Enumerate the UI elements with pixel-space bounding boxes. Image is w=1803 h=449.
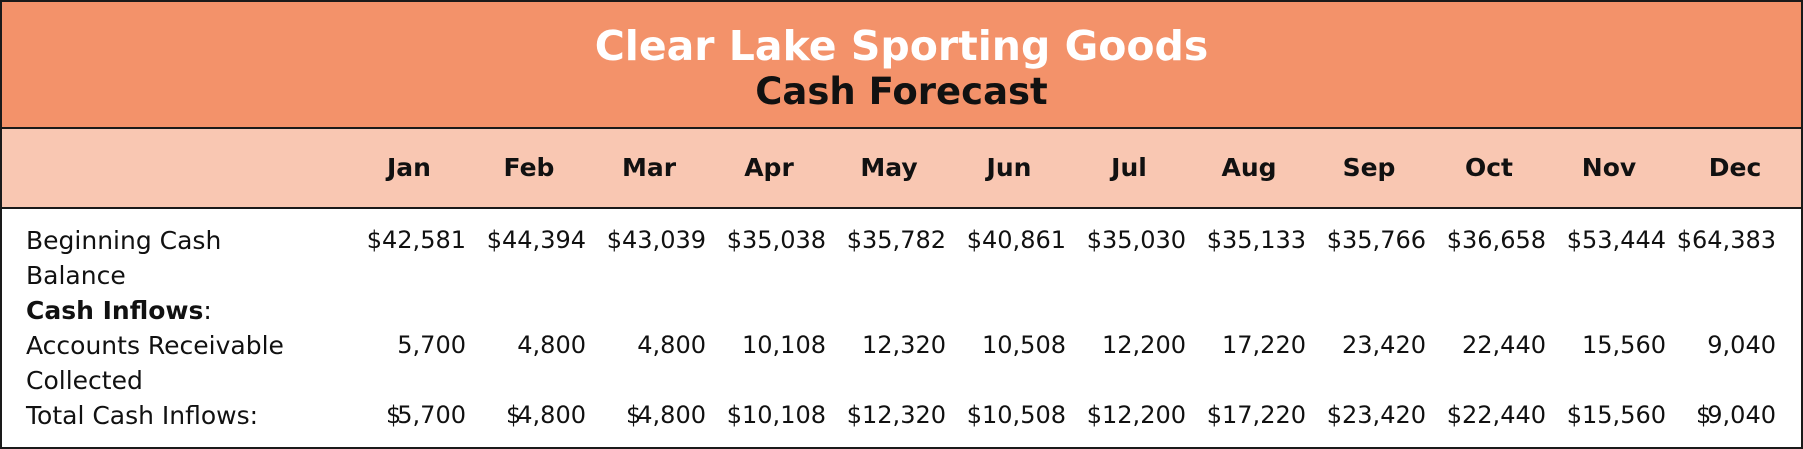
month-header-row: Jan Feb Mar Apr May Jun Jul Aug Sep Oct Nov Dec <box>2 129 1801 209</box>
accounts-receivable-cell: 10,508 <box>982 331 1066 359</box>
amount: 9,040 <box>1707 401 1776 429</box>
month-header-mar: Mar <box>621 153 677 182</box>
beginning-cash-cell: $44,394 <box>486 226 586 254</box>
beginning-cash-cell: $36,658 <box>1446 226 1546 254</box>
accounts-receivable-cell: 22,440 <box>1462 331 1546 359</box>
amount: $12,200 <box>1086 401 1186 429</box>
beginning-cash-cell: $35,038 <box>726 226 826 254</box>
month-header-dec: Dec <box>1708 153 1762 182</box>
accounts-receivable-cell: 5,700 <box>397 331 466 359</box>
accounts-receivable-cell: 10,108 <box>742 331 826 359</box>
accounts-receivable-label-line1: Accounts Receivable <box>26 331 284 360</box>
accounts-receivable-cell: 15,560 <box>1582 331 1666 359</box>
beginning-cash-cell: $43,039 <box>606 226 706 254</box>
accounts-receivable-cell: 9,040 <box>1707 331 1776 359</box>
amount: $10,108 <box>726 401 826 429</box>
amount: $12,320 <box>846 401 946 429</box>
accounts-receivable-label-line2: Collected <box>26 366 143 395</box>
company-name: Clear Lake Sporting Goods <box>594 22 1209 70</box>
amount: $22,440 <box>1446 401 1546 429</box>
currency-symbol: $ <box>1696 401 1712 429</box>
beginning-cash-cell: $35,782 <box>846 226 946 254</box>
month-header-sep: Sep <box>1342 153 1396 182</box>
beginning-cash-cell: $35,766 <box>1326 226 1426 254</box>
amount: 5,700 <box>397 401 466 429</box>
month-header-aug: Aug <box>1221 153 1277 182</box>
month-header-oct: Oct <box>1464 153 1514 182</box>
month-header-feb: Feb <box>503 153 555 182</box>
currency-symbol: $ <box>626 401 642 429</box>
currency-symbol: $ <box>506 401 522 429</box>
beginning-cash-cell: $53,444 <box>1566 226 1666 254</box>
report-title: Cash Forecast <box>755 70 1048 113</box>
beginning-cash-label-line1: Beginning Cash <box>26 226 222 255</box>
beginning-cash-cell: $40,861 <box>966 226 1066 254</box>
table-body: Beginning Cash Balance Cash Inflows: Acc… <box>2 209 1801 449</box>
beginning-cash-label-line2: Balance <box>26 261 126 290</box>
accounts-receivable-cell: 17,220 <box>1222 331 1306 359</box>
amount: $23,420 <box>1326 401 1426 429</box>
amount: $17,220 <box>1206 401 1306 429</box>
cash-inflows-heading-text: Cash Inflows <box>26 296 204 325</box>
accounts-receivable-cell: 12,320 <box>862 331 946 359</box>
beginning-cash-cell: $42,581 <box>366 226 466 254</box>
currency-symbol: $ <box>386 401 402 429</box>
month-header-jun: Jun <box>986 153 1032 182</box>
month-header-jan: Jan <box>387 153 431 182</box>
month-header-jul: Jul <box>1111 153 1147 182</box>
accounts-receivable-cell: 4,800 <box>517 331 586 359</box>
month-header-may: May <box>860 153 918 182</box>
month-header-apr: Apr <box>744 153 794 182</box>
title-band: Clear Lake Sporting Goods Cash Forecast <box>2 2 1801 129</box>
accounts-receivable-cell: 12,200 <box>1102 331 1186 359</box>
amount: 4,800 <box>517 401 586 429</box>
month-header-nov: Nov <box>1581 153 1637 182</box>
amount: 4,800 <box>637 401 706 429</box>
amount: $10,508 <box>966 401 1066 429</box>
cash-inflows-heading: Cash Inflows: <box>26 293 212 328</box>
beginning-cash-cell: $35,030 <box>1086 226 1186 254</box>
cash-inflows-heading-colon: : <box>203 296 212 325</box>
total-cash-inflows-label: Total Cash Inflows: <box>26 401 259 430</box>
amount: $15,560 <box>1566 401 1666 429</box>
beginning-cash-cell: $64,383 <box>1676 226 1776 254</box>
beginning-cash-cell: $35,133 <box>1206 226 1306 254</box>
accounts-receivable-cell: 23,420 <box>1342 331 1426 359</box>
accounts-receivable-cell: 4,800 <box>637 331 706 359</box>
